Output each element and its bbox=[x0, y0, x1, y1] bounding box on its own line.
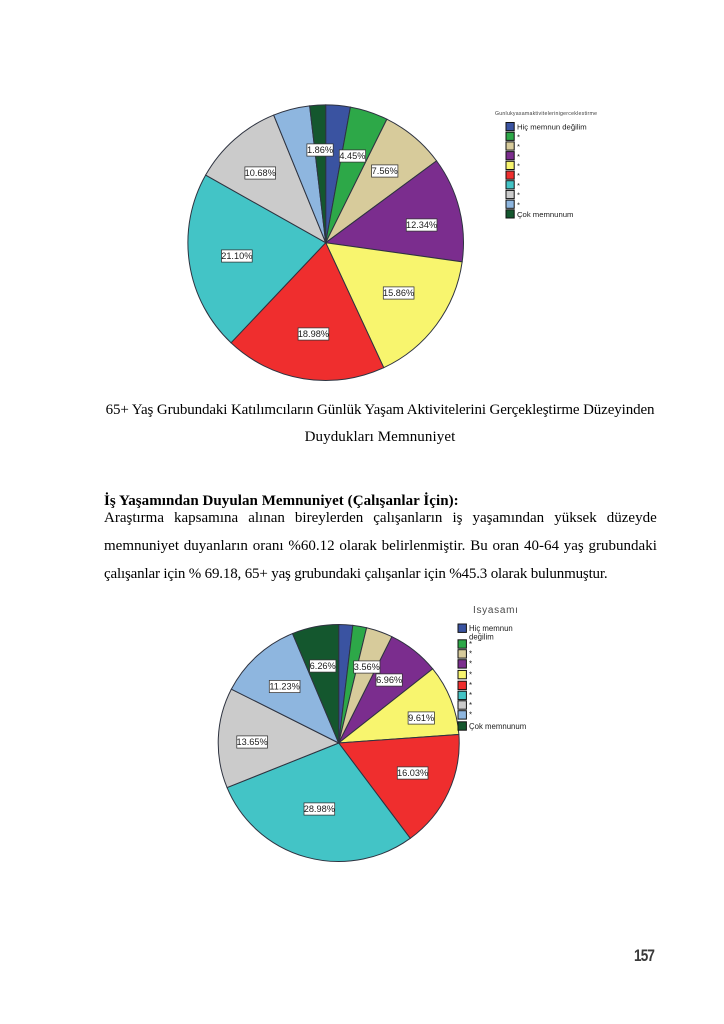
svg-text:*: * bbox=[517, 181, 520, 190]
svg-text:16.03%: 16.03% bbox=[397, 768, 428, 778]
svg-text:10.68%: 10.68% bbox=[245, 168, 276, 178]
svg-text:18.98%: 18.98% bbox=[298, 329, 329, 339]
svg-text:*: * bbox=[517, 142, 520, 151]
svg-text:15.86%: 15.86% bbox=[383, 288, 414, 298]
svg-text:3.56%: 3.56% bbox=[354, 662, 380, 672]
svg-text:Çok memnunum: Çok memnunum bbox=[469, 722, 526, 731]
svg-text:Hiç memnun değilim: Hiç memnun değilim bbox=[517, 123, 587, 132]
svg-text:21.10%: 21.10% bbox=[221, 251, 252, 261]
svg-text:*: * bbox=[517, 152, 520, 161]
svg-text:11.23%: 11.23% bbox=[269, 682, 299, 692]
svg-text:değilim: değilim bbox=[469, 632, 494, 641]
svg-text:7.56%: 7.56% bbox=[372, 166, 398, 176]
svg-text:Isyasamı: Isyasamı bbox=[473, 605, 519, 616]
svg-text:13.65%: 13.65% bbox=[237, 737, 268, 747]
svg-text:*: * bbox=[469, 681, 472, 690]
svg-text:4.45%: 4.45% bbox=[339, 151, 365, 161]
svg-text:*: * bbox=[517, 171, 520, 180]
svg-text:*: * bbox=[517, 132, 520, 141]
svg-text:*: * bbox=[469, 640, 472, 649]
svg-text:*: * bbox=[469, 650, 472, 659]
svg-text:9.61%: 9.61% bbox=[408, 713, 434, 723]
svg-text:*: * bbox=[517, 200, 520, 209]
svg-text:*: * bbox=[469, 660, 472, 669]
svg-text:28.98%: 28.98% bbox=[304, 804, 335, 814]
svg-text:Çok memnunum: Çok memnunum bbox=[517, 210, 573, 219]
svg-text:6.26%: 6.26% bbox=[310, 661, 336, 671]
svg-text:1.86%: 1.86% bbox=[307, 145, 333, 155]
svg-text:Gunlukyasamaktivitelerinigerce: Gunlukyasamaktivitelerinigerceklestirme bbox=[495, 111, 597, 117]
svg-text:12.34%: 12.34% bbox=[406, 220, 437, 230]
svg-text:*: * bbox=[469, 691, 472, 700]
svg-text:Hiç memnun: Hiç memnun bbox=[469, 624, 513, 633]
svg-text:*: * bbox=[469, 711, 472, 720]
svg-text:6.96%: 6.96% bbox=[376, 675, 402, 685]
svg-text:*: * bbox=[469, 701, 472, 710]
svg-text:*: * bbox=[517, 162, 520, 171]
svg-text:*: * bbox=[469, 670, 472, 679]
svg-text:*: * bbox=[517, 191, 520, 200]
